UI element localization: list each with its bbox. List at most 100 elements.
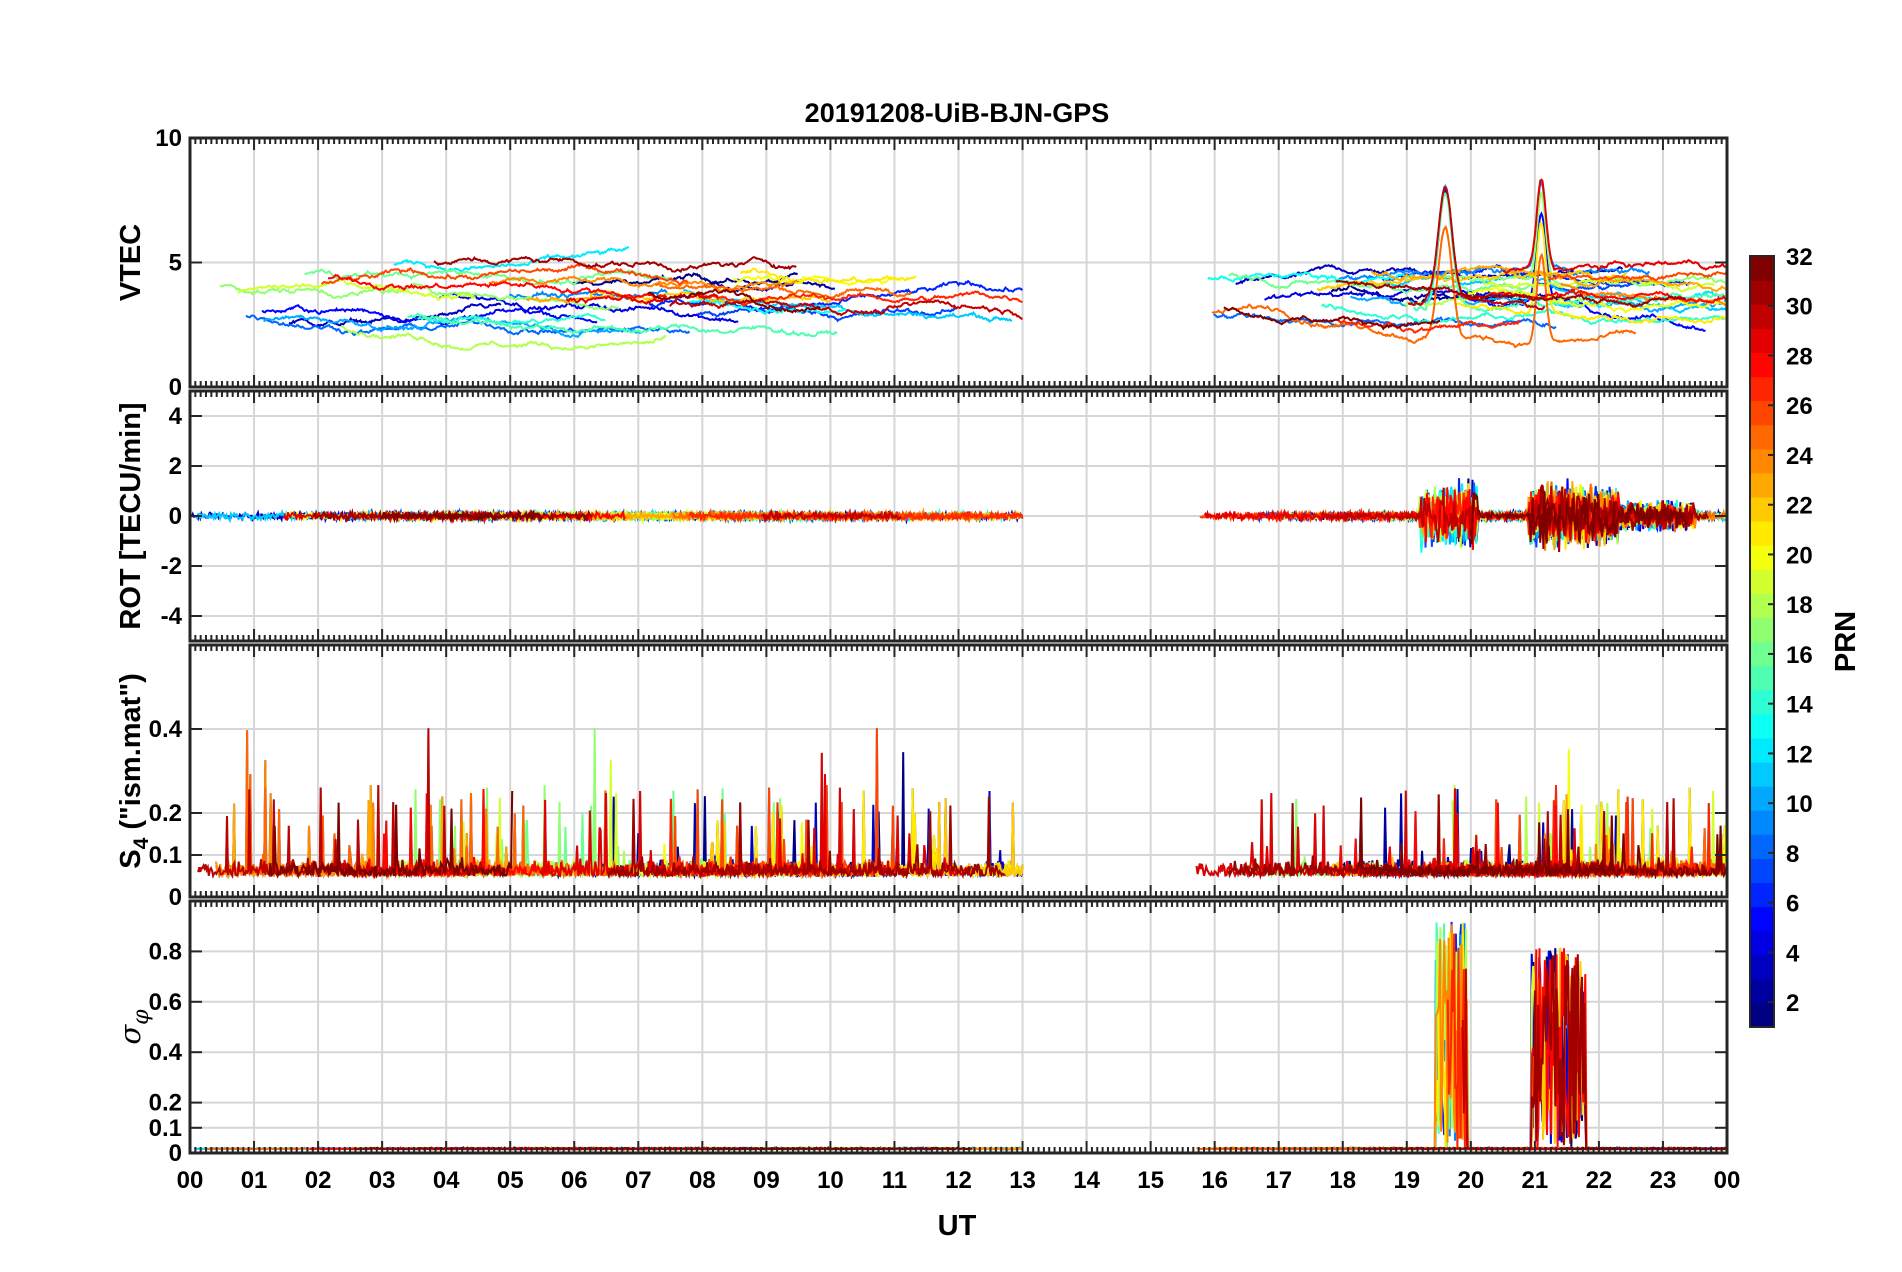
y-tick-label: 0 <box>169 884 182 911</box>
x-tick-label: 14 <box>1073 1167 1100 1194</box>
prn-trace <box>1407 185 1546 311</box>
prn-trace <box>647 288 821 314</box>
y-axis-label: VTEC <box>115 224 147 301</box>
colorbar-swatch <box>1750 424 1774 450</box>
x-tick-label: 20 <box>1457 1167 1484 1194</box>
y-tick-label: -2 <box>161 553 182 580</box>
x-tick-label: 10 <box>817 1167 844 1194</box>
x-tick-label: 07 <box>625 1167 652 1194</box>
colorbar-swatch <box>1750 978 1774 1004</box>
y-tick-label: 0.2 <box>149 800 182 827</box>
x-tick-label: 15 <box>1137 1167 1164 1194</box>
prn-trace <box>1223 965 1541 1151</box>
y-tick-label: 0.4 <box>149 716 183 743</box>
x-tick-label: 02 <box>305 1167 332 1194</box>
x-tick-label: 19 <box>1393 1167 1420 1194</box>
prn-trace <box>1469 491 1688 550</box>
prn-trace <box>761 508 902 524</box>
y-tick-label: 0 <box>169 1140 182 1167</box>
colorbar-tick-label: 14 <box>1786 692 1813 719</box>
y-tick-label: 0 <box>169 503 182 530</box>
y-tick-label: 2 <box>169 453 182 480</box>
y-tick-label: 10 <box>155 125 182 152</box>
prn-trace <box>433 255 797 274</box>
colorbar-swatch <box>1750 472 1774 498</box>
prn-trace <box>219 282 620 311</box>
prn-trace <box>1433 188 1706 332</box>
prn-trace <box>1537 278 1672 293</box>
colorbar-tick-label: 12 <box>1786 741 1813 768</box>
colorbar-swatch <box>1750 521 1774 546</box>
prn-trace <box>268 790 514 879</box>
prn-trace <box>1335 279 1687 309</box>
prn-trace <box>1354 797 1727 880</box>
panel-traces-4 <box>193 921 1727 1151</box>
x-tick-label: 11 <box>882 1167 907 1194</box>
prn-trace <box>686 296 856 316</box>
colorbar-swatch <box>1750 617 1774 643</box>
prn-trace <box>1350 183 1727 313</box>
chart-title: 20191208-UiB-BJN-GPS <box>805 98 1110 128</box>
x-tick-label: 18 <box>1329 1167 1356 1194</box>
prn-trace <box>488 275 798 293</box>
prn-trace <box>668 752 907 880</box>
colorbar-tick-label: 28 <box>1786 343 1813 370</box>
y-tick-label: 0.4 <box>149 1039 183 1066</box>
colorbar-swatch <box>1750 569 1774 594</box>
x-tick-label: 22 <box>1586 1167 1613 1194</box>
prn-trace <box>263 314 642 339</box>
colorbar-swatch <box>1750 256 1774 281</box>
x-tick-label: 16 <box>1201 1167 1228 1194</box>
x-tick-label: 05 <box>497 1167 524 1194</box>
prn-trace <box>1314 922 1642 1151</box>
colorbar-swatch <box>1750 280 1774 305</box>
prn-trace <box>655 282 912 299</box>
panel-traces-1 <box>219 178 1727 351</box>
prn-trace <box>669 298 1023 320</box>
x-axis-label: UT <box>938 1210 977 1242</box>
prn-trace <box>1413 192 1727 313</box>
prn-trace <box>1338 180 1650 282</box>
colorbar-tick-label: 8 <box>1786 841 1799 868</box>
colorbar-tick-label: 26 <box>1786 393 1813 420</box>
y-axis-label: ROT [TECU/min] <box>115 402 147 629</box>
y-tick-label: 5 <box>169 250 182 277</box>
colorbar-tick-label: 32 <box>1786 244 1813 271</box>
colorbar-tick-label: 22 <box>1786 493 1813 520</box>
colorbar-swatch <box>1750 930 1774 956</box>
colorbar-swatch <box>1750 810 1774 835</box>
colorbar-swatch <box>1750 786 1774 811</box>
colorbar-swatch <box>1750 376 1774 402</box>
colorbar-swatch <box>1750 593 1774 619</box>
colorbar-swatch <box>1750 328 1774 353</box>
prn-trace <box>697 305 956 323</box>
colorbar-tick-label: 10 <box>1786 791 1813 818</box>
y-axis-label: S4 ("ism.mat") <box>115 673 153 869</box>
colorbar-label: PRN <box>1830 611 1862 672</box>
x-tick-label: 00 <box>177 1167 204 1194</box>
trace-layer <box>190 178 1727 1151</box>
prn-trace <box>1211 224 1637 349</box>
y-tick-label: 0.8 <box>149 938 182 965</box>
x-tick-label: 12 <box>945 1167 972 1194</box>
x-tick-label: 17 <box>1265 1167 1292 1194</box>
colorbar-frame <box>1749 255 1775 1028</box>
prn-trace <box>1316 269 1627 292</box>
panel-traces-2 <box>190 478 1727 553</box>
prn-trace <box>605 796 1005 880</box>
colorbar-swatch <box>1750 713 1774 739</box>
colorbar-tick-label: 6 <box>1786 891 1799 918</box>
prn-trace <box>565 292 719 305</box>
colorbar-tick-label: 30 <box>1786 294 1813 321</box>
colorbar-swatch <box>1750 834 1774 859</box>
panel-traces-3 <box>197 728 1727 880</box>
prn-trace <box>732 274 902 287</box>
colorbar-tick-label: 18 <box>1786 592 1813 619</box>
colorbar-tick-label: 24 <box>1786 443 1813 470</box>
prn-trace <box>407 312 838 338</box>
y-axis-labels: VTEC ROT [TECU/min] S4 ("ism.mat") σφ <box>113 224 154 1045</box>
prn-trace <box>237 278 476 302</box>
prn-trace <box>1558 1146 1727 1151</box>
prn-trace <box>1332 318 1521 334</box>
